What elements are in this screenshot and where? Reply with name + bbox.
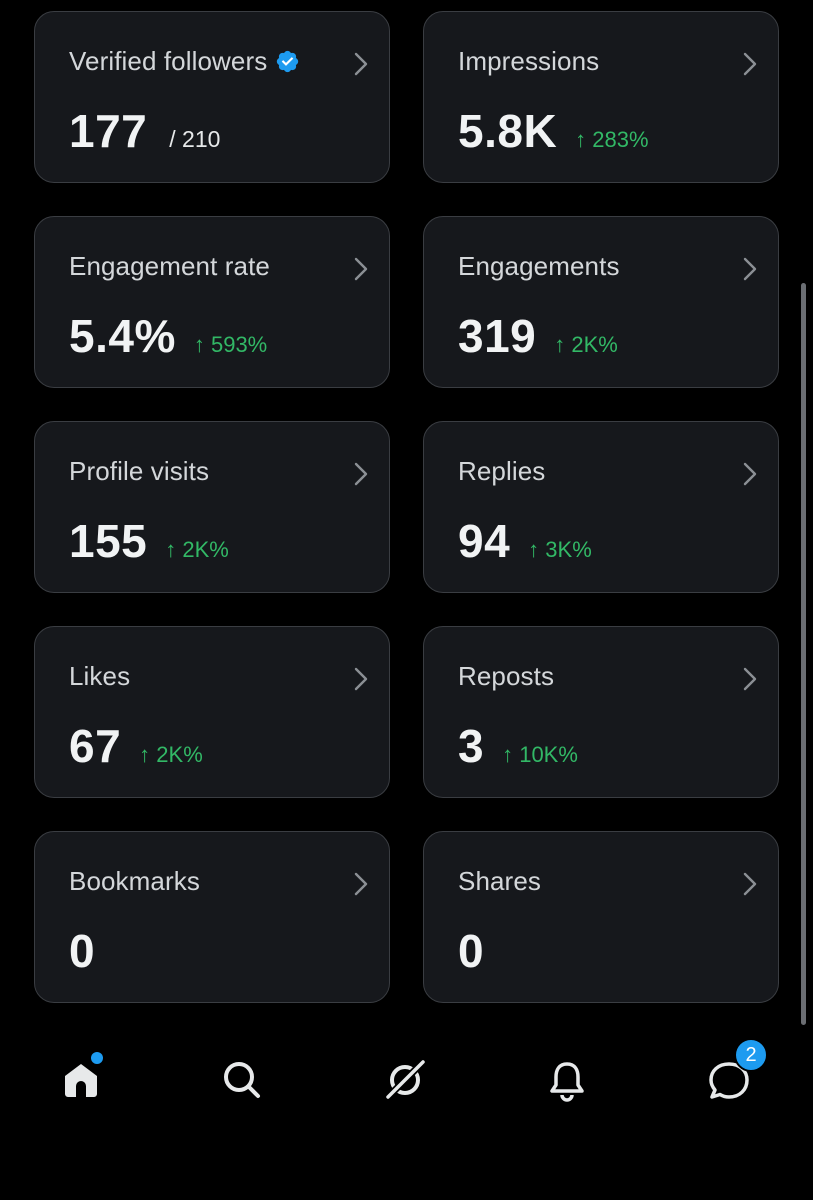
metric-change: ↑ 593%: [193, 332, 268, 357]
metric-value-row: 5.8K ↑ 283%: [458, 104, 649, 158]
chevron-right-icon: [354, 872, 368, 896]
metric-title: Engagement rate: [69, 251, 270, 281]
metric-value-row: 155 ↑ 2K%: [69, 514, 229, 568]
metric-change: ↑ 10K%: [502, 742, 578, 767]
metric-value-row: 5.4% ↑ 593%: [69, 309, 267, 363]
chevron-right-icon: [743, 667, 757, 691]
metric-value: 3: [458, 720, 485, 772]
tab-search[interactable]: [212, 1050, 272, 1110]
metric-card-engagements[interactable]: Engagements 319 ↑ 2K%: [423, 216, 779, 388]
metric-title: Verified followers: [69, 46, 268, 76]
metric-value: 94: [458, 515, 511, 567]
chevron-right-icon: [354, 462, 368, 486]
bottom-tab-bar: 2: [0, 1038, 813, 1130]
metric-value-row: 94 ↑ 3K%: [458, 514, 592, 568]
metric-card-impressions[interactable]: Impressions 5.8K ↑ 283%: [423, 11, 779, 183]
metric-value: 0: [69, 925, 96, 977]
chevron-right-icon: [354, 52, 368, 76]
metric-card-likes[interactable]: Likes 67 ↑ 2K%: [34, 626, 390, 798]
metric-card-engagement-rate[interactable]: Engagement rate 5.4% ↑ 593%: [34, 216, 390, 388]
home-icon: [65, 1064, 97, 1097]
messages-icon: [709, 1062, 749, 1099]
chevron-right-icon: [354, 257, 368, 281]
metric-title: Bookmarks: [69, 866, 200, 896]
tab-notifications[interactable]: [537, 1050, 597, 1110]
home-notification-dot: [91, 1052, 103, 1064]
metric-card-bookmarks[interactable]: Bookmarks 0: [34, 831, 390, 1003]
chevron-right-icon: [743, 257, 757, 281]
metric-change: ↑ 3K%: [528, 537, 592, 562]
tab-messages[interactable]: 2: [699, 1038, 768, 1110]
chevron-right-icon: [743, 462, 757, 486]
tab-grok[interactable]: [375, 1050, 435, 1110]
metric-change: ↑ 283%: [575, 127, 649, 152]
bell-icon: [550, 1062, 584, 1102]
metric-title: Shares: [458, 866, 541, 896]
grok-icon: [384, 1059, 426, 1101]
tab-home[interactable]: [51, 1050, 111, 1110]
metric-card-replies[interactable]: Replies 94 ↑ 3K%: [423, 421, 779, 593]
metric-value: 177: [69, 105, 148, 157]
metric-value: 5.8K: [458, 105, 558, 157]
messages-badge: 2: [734, 1038, 768, 1072]
metric-title: Impressions: [458, 46, 600, 76]
search-icon: [224, 1062, 260, 1098]
scrollbar[interactable]: [801, 283, 806, 1025]
metric-title: Replies: [458, 456, 546, 486]
metric-value: 0: [458, 925, 485, 977]
metric-card-reposts[interactable]: Reposts 3 ↑ 10K%: [423, 626, 779, 798]
metric-value: 67: [69, 720, 122, 772]
metric-title-wrap: Verified followers: [69, 46, 300, 77]
metric-card-shares[interactable]: Shares 0: [423, 831, 779, 1003]
metrics-grid: Verified followers 177 / 210 Impressions: [34, 11, 779, 1003]
chevron-right-icon: [743, 872, 757, 896]
metric-value: 319: [458, 310, 537, 362]
metric-title: Profile visits: [69, 456, 210, 486]
metric-value-row: 177 / 210: [69, 104, 220, 158]
verified-badge-icon: [277, 50, 299, 73]
metric-card-profile-visits[interactable]: Profile visits 155 ↑ 2K%: [34, 421, 390, 593]
metric-title: Reposts: [458, 661, 555, 691]
metric-value: 5.4%: [69, 310, 176, 362]
chevron-right-icon: [354, 667, 368, 691]
metric-value-row: 67 ↑ 2K%: [69, 719, 203, 773]
metric-title: Likes: [69, 661, 131, 691]
metric-value-row: 0: [458, 924, 484, 978]
metric-value-row: 319 ↑ 2K%: [458, 309, 618, 363]
metric-title: Engagements: [458, 251, 620, 281]
metric-card-verified-followers[interactable]: Verified followers 177 / 210: [34, 11, 390, 183]
metric-change: ↑ 2K%: [139, 742, 203, 767]
metric-change: ↑ 2K%: [554, 332, 618, 357]
chevron-right-icon: [743, 52, 757, 76]
metric-value: 155: [69, 515, 148, 567]
metric-value-row: 0: [69, 924, 95, 978]
metric-change: ↑ 2K%: [165, 537, 229, 562]
metric-value-row: 3 ↑ 10K%: [458, 719, 578, 773]
metric-total: / 210: [169, 126, 221, 152]
